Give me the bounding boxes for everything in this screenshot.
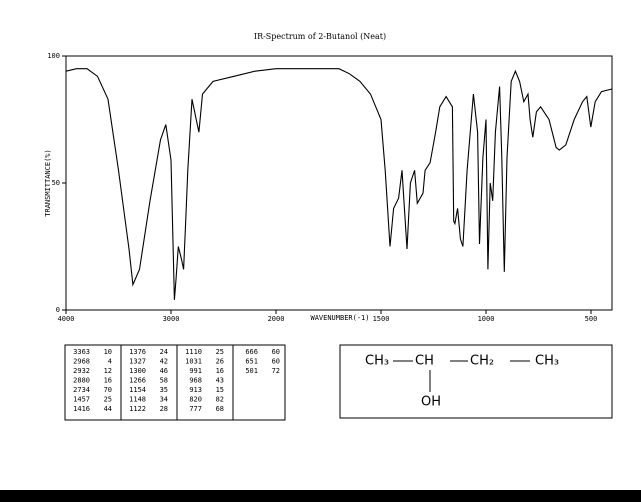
peak-wavenumber: 1300 (129, 367, 146, 375)
peak-transmittance: 60 (272, 348, 280, 356)
peak-wavenumber: 1031 (185, 358, 202, 366)
peak-wavenumber: 1266 (129, 377, 146, 385)
peak-transmittance: 15 (216, 386, 224, 394)
peak-wavenumber: 777 (189, 405, 202, 413)
x-tick-label: 1000 (478, 315, 495, 323)
chart-title: IR-Spectrum of 2-Butanol (Neat) (254, 32, 386, 41)
peak-wavenumber: 820 (189, 396, 202, 404)
peak-transmittance: 28 (160, 405, 168, 413)
peak-wavenumber: 913 (189, 386, 202, 394)
peak-transmittance: 4 (108, 358, 112, 366)
peak-wavenumber: 2932 (73, 367, 90, 375)
peak-wavenumber: 2880 (73, 377, 90, 385)
spectrum-line (65, 68, 613, 300)
peak-transmittance: 26 (216, 358, 224, 366)
x-tick-label: 500 (585, 315, 598, 323)
peak-wavenumber: 1416 (73, 405, 90, 413)
plot-frame (65, 55, 613, 311)
peak-transmittance: 46 (160, 367, 168, 375)
peak-wavenumber: 1110 (185, 348, 202, 356)
peak-wavenumber: 1154 (129, 386, 146, 394)
peak-wavenumber: 1327 (129, 358, 146, 366)
peak-wavenumber: 3363 (73, 348, 90, 356)
peak-wavenumber: 1376 (129, 348, 146, 356)
peak-wavenumber: 991 (189, 367, 202, 375)
peak-transmittance: 44 (104, 405, 112, 413)
y-tick-label: 0 (56, 306, 60, 314)
x-tick-label: 4000 (58, 315, 75, 323)
x-axis-label: WAVENUMBER(-1) (310, 314, 369, 322)
peak-transmittance: 70 (104, 386, 112, 394)
y-axis-label: TRANSMITTANCE(%) (44, 149, 52, 216)
x-tick-label: 1500 (373, 315, 390, 323)
peak-wavenumber: 2968 (73, 358, 90, 366)
structure-group: CH₃ (535, 354, 559, 369)
peak-transmittance: 25 (216, 348, 224, 356)
peak-transmittance: 25 (104, 396, 112, 404)
peak-table-frame (64, 344, 286, 421)
peak-transmittance: 72 (272, 367, 280, 375)
peak-transmittance: 35 (160, 386, 168, 394)
structure-group: CH (415, 354, 434, 369)
structure-group: CH₂ (470, 354, 494, 369)
peak-transmittance: 58 (160, 377, 168, 385)
x-tick-label: 2000 (268, 315, 285, 323)
peak-wavenumber: 501 (245, 367, 258, 375)
structure-substituent: OH (421, 395, 441, 410)
peak-wavenumber: 2734 (73, 386, 90, 394)
peak-transmittance: 16 (216, 367, 224, 375)
peak-wavenumber: 666 (245, 348, 258, 356)
structure-frame (339, 344, 613, 419)
peak-transmittance: 12 (104, 367, 112, 375)
peak-transmittance: 60 (272, 358, 280, 366)
peak-transmittance: 68 (216, 405, 224, 413)
structure-group: CH₃ (365, 354, 389, 369)
peak-wavenumber: 651 (245, 358, 258, 366)
peak-transmittance: 34 (160, 396, 168, 404)
peak-wavenumber: 968 (189, 377, 202, 385)
peak-wavenumber: 1457 (73, 396, 90, 404)
peak-transmittance: 82 (216, 396, 224, 404)
peak-transmittance: 16 (104, 377, 112, 385)
x-tick-label: 3000 (163, 315, 180, 323)
bottom-bar (0, 490, 641, 502)
y-tick-label: 50 (52, 179, 60, 187)
peak-wavenumber: 1122 (129, 405, 146, 413)
y-tick-label: 100 (47, 52, 60, 60)
peak-transmittance: 42 (160, 358, 168, 366)
peak-transmittance: 43 (216, 377, 224, 385)
peak-transmittance: 24 (160, 348, 168, 356)
peak-transmittance: 10 (104, 348, 112, 356)
peak-wavenumber: 1148 (129, 396, 146, 404)
